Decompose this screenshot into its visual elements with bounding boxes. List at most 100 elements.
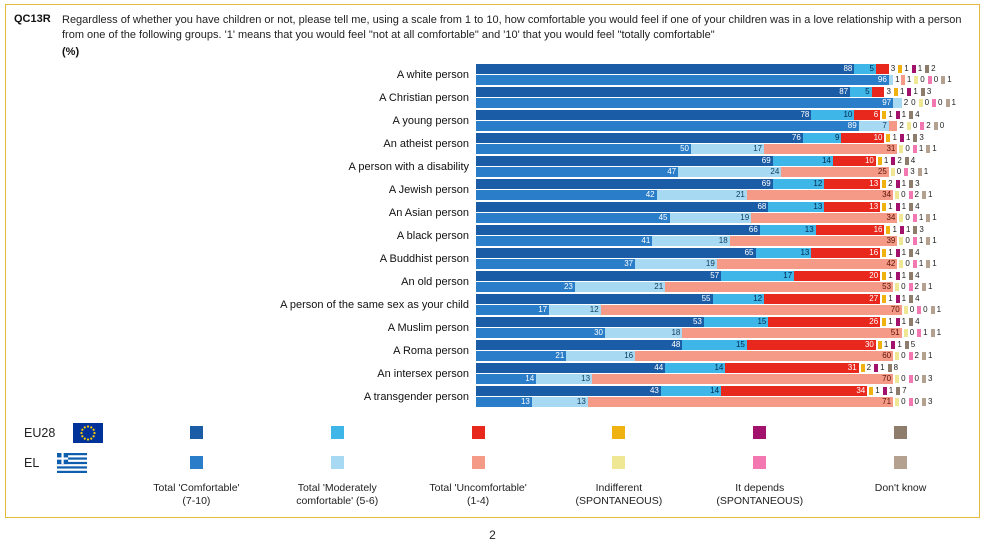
bar-value-dont-know: 1 bbox=[932, 213, 937, 223]
bar-value-dont-know: 4 bbox=[915, 248, 920, 258]
bar-segment-dont-know bbox=[926, 144, 931, 153]
bar-value-uncomfortable: 1 bbox=[906, 75, 912, 85]
bar-segment-uncomfortable: 13 bbox=[824, 178, 881, 189]
legend-swatch-el-it-depends bbox=[753, 456, 767, 470]
bar-segment-indifferent bbox=[886, 133, 891, 142]
bar-segment-uncomfortable: 70 bbox=[592, 373, 894, 384]
bar-value-it-depends: 0 bbox=[938, 98, 943, 108]
category-bars: 66 13 16 1 1 3 41 18 39 0 1 1 bbox=[476, 224, 971, 247]
bar-segment-it-depends bbox=[912, 144, 917, 153]
bar-value-it-depends: 1 bbox=[901, 179, 907, 189]
bar-segment-moderately-comfortable: 15 bbox=[682, 339, 747, 350]
bar-value-it-depends: 1 bbox=[917, 64, 923, 74]
bar-segment-dont-know bbox=[913, 133, 918, 142]
bar-value-it-depends: 1 bbox=[901, 110, 907, 120]
legend-swatch-el-comfortable bbox=[189, 456, 203, 470]
bar-segment-it-depends bbox=[932, 98, 937, 107]
category-row: A Buddhist person 65 13 16 1 1 4 37 19 42 0 1 1 bbox=[14, 247, 971, 270]
bar-segment-uncomfortable: 60 bbox=[635, 350, 894, 361]
bar-segment-indifferent bbox=[899, 144, 904, 153]
bar-segment-uncomfortable: 34 bbox=[746, 189, 894, 200]
legend-cell: Indifferent (SPONTANEOUS) bbox=[548, 482, 689, 509]
bar-el: 14 13 70 0 0 3 bbox=[476, 373, 971, 384]
legend-swatch-eu28-dont-know bbox=[894, 426, 908, 440]
bar-segment-uncomfortable: 16 bbox=[811, 247, 881, 258]
bar-segment-dont-know bbox=[909, 271, 914, 280]
bar-segment-uncomfortable: 53 bbox=[665, 281, 894, 292]
bar-segment-uncomfortable: 42 bbox=[716, 258, 898, 269]
bar-value-it-depends: 0 bbox=[914, 374, 919, 384]
legend-swatch-el-uncomfortable bbox=[471, 456, 485, 470]
bar-segment-moderately-comfortable: 7 bbox=[858, 120, 889, 131]
bar-segment-comfortable: 13 bbox=[476, 396, 532, 407]
bar-segment-dont-know bbox=[917, 167, 922, 176]
bar-segment-uncomfortable: 30 bbox=[746, 339, 876, 350]
bar-value-indifferent: 0 bbox=[905, 144, 910, 154]
bar-value-dont-know: 4 bbox=[915, 317, 920, 327]
bar-value-indifferent: 0 bbox=[909, 305, 915, 315]
bar-segment-comfortable: 87 bbox=[476, 86, 851, 97]
bar-segment-comfortable: 48 bbox=[476, 339, 683, 350]
legend-column-label-dont-know: Don't know bbox=[875, 482, 927, 496]
bar-segment-it-depends bbox=[907, 87, 912, 96]
bar-segment-dont-know bbox=[913, 225, 918, 234]
bar-value-dont-know: 1 bbox=[947, 75, 952, 85]
category-label: A black person bbox=[396, 229, 469, 242]
legend-label-line: It depends bbox=[735, 481, 785, 494]
bar-value-dont-know: 3 bbox=[919, 225, 924, 235]
bar-value-it-depends: 1 bbox=[918, 259, 924, 269]
category-label: An intersex person bbox=[377, 367, 469, 380]
legend-column-label-uncomfortable: Total 'Uncomfortable' (1-4) bbox=[429, 482, 526, 509]
legend-label-line: Total 'Moderately bbox=[297, 481, 377, 494]
bar-eu28: 88 5 3 1 1 2 bbox=[476, 63, 971, 74]
category-label: An old person bbox=[401, 275, 469, 288]
bar-segment-it-depends bbox=[908, 397, 913, 406]
bar-segment-it-depends bbox=[895, 271, 900, 280]
bar-segment-dont-know bbox=[896, 386, 901, 395]
bar-value-indifferent: 2 bbox=[888, 179, 893, 189]
bar-value-indifferent: 1 bbox=[899, 87, 905, 97]
bar-value-indifferent: 1 bbox=[883, 156, 889, 166]
bar-eu28: 44 14 31 2 1 8 bbox=[476, 362, 971, 373]
legend-cell bbox=[689, 426, 830, 440]
bar-segment-indifferent bbox=[882, 110, 887, 119]
bar-segment-indifferent bbox=[903, 305, 908, 314]
bar-value-it-depends: 1 bbox=[888, 386, 894, 396]
legend-row-el: EL bbox=[14, 448, 971, 478]
category-bars: 57 17 20 1 1 4 23 21 53 0 2 1 bbox=[476, 270, 971, 293]
bar-value-dont-know: 1 bbox=[932, 236, 937, 246]
legend-swatch-eu28-it-depends bbox=[753, 426, 767, 440]
bar-segment-dont-know bbox=[904, 156, 909, 165]
bar-value-indifferent: 1 bbox=[888, 248, 893, 258]
legend-column-label-moderately-comfortable: Total 'Moderately comfortable' (5-6) bbox=[296, 482, 378, 509]
bar-value-it-depends: 1 bbox=[918, 213, 924, 223]
bar-segment-dont-know bbox=[909, 248, 914, 257]
bar-segment-comfortable: 44 bbox=[476, 362, 666, 373]
question-text-wrap: Regardless of whether you have children … bbox=[62, 13, 971, 58]
bar-segment-indifferent bbox=[886, 225, 891, 234]
legend-column-label-comfortable: Total 'Comfortable' (7-10) bbox=[153, 482, 239, 509]
bar-value-it-depends: 0 bbox=[923, 305, 928, 315]
category-bars: 48 15 30 1 1 5 21 16 60 0 2 1 bbox=[476, 339, 971, 362]
bar-segment-uncomfortable: 16 bbox=[815, 224, 885, 235]
legend-cell: Total 'Moderately comfortable' (5-6) bbox=[267, 482, 408, 509]
category-bars: 55 12 27 1 1 4 17 12 70 0 0 1 bbox=[476, 293, 971, 316]
legend-label-line: Total 'Uncomfortable' bbox=[429, 481, 527, 494]
bar-segment-it-depends bbox=[912, 236, 917, 245]
bar-segment-dont-know bbox=[925, 64, 930, 73]
category-label: A Roma person bbox=[393, 344, 469, 357]
bar-el: 47 24 25 0 3 1 bbox=[476, 166, 971, 177]
legend-swatch-eu28-moderately-comfortable bbox=[330, 426, 344, 440]
bar-segment-it-depends bbox=[899, 225, 904, 234]
bar-segment-dont-know bbox=[941, 75, 946, 84]
bar-value-indifferent: 1 bbox=[892, 225, 897, 235]
bar-segment-indifferent bbox=[890, 167, 895, 176]
bar-segment-it-depends bbox=[882, 386, 887, 395]
bar-el: 37 19 42 0 1 1 bbox=[476, 258, 971, 269]
legend-cell bbox=[267, 426, 408, 440]
bar-segment-moderately-comfortable: 18 bbox=[652, 235, 730, 246]
bar-segment-moderately-comfortable: 21 bbox=[656, 189, 747, 200]
bar-value-moderately-comfortable: 1 bbox=[895, 75, 900, 85]
bar-segment-it-depends bbox=[895, 317, 900, 326]
legend-key-eu28: EU28 bbox=[14, 422, 126, 443]
